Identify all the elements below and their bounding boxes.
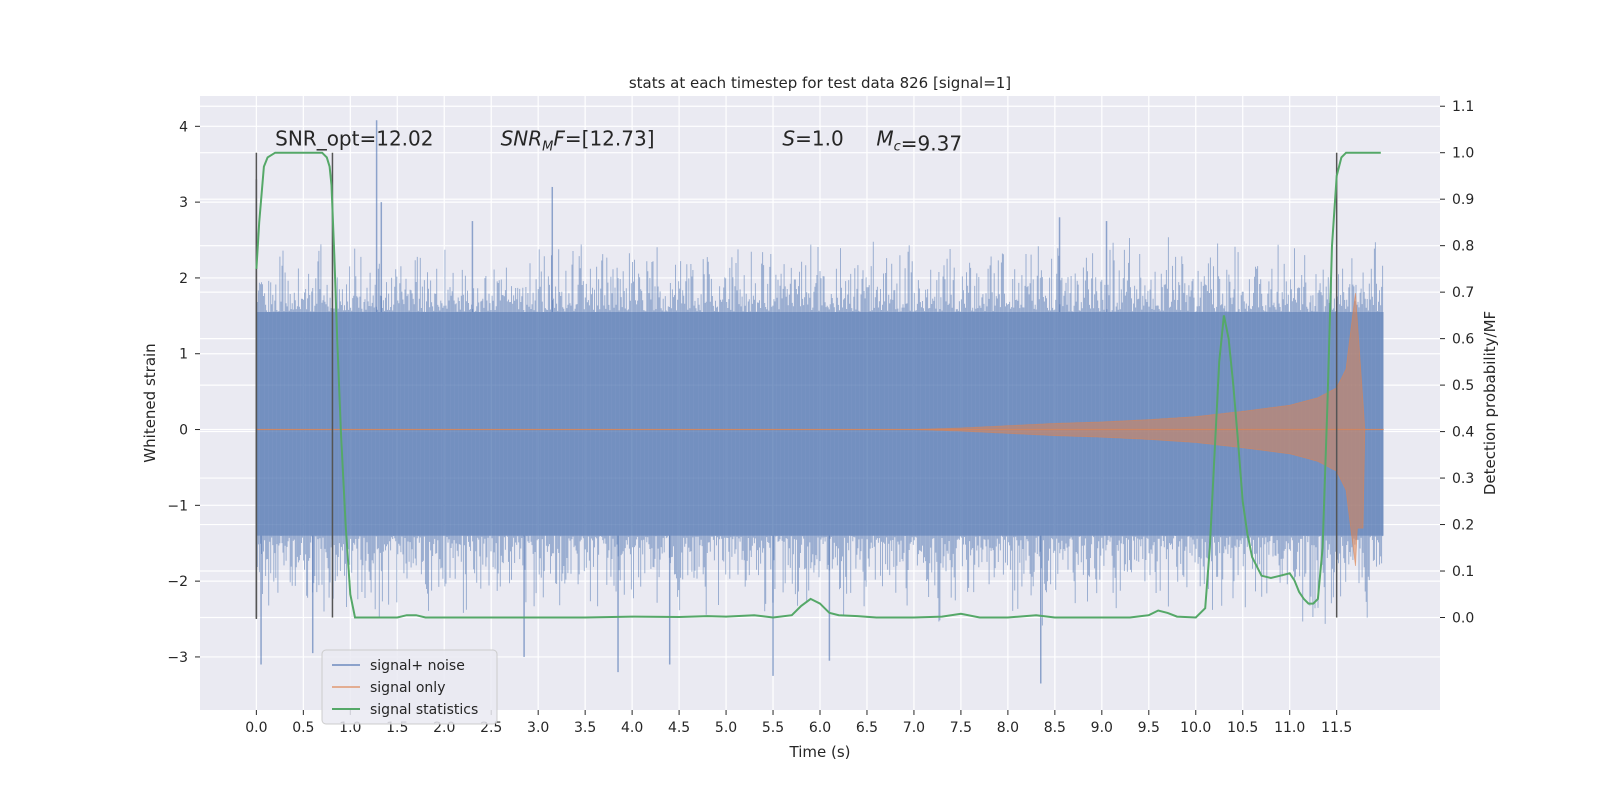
- y2-tick-label: 0.7: [1452, 285, 1474, 301]
- statistics-line: [255, 151, 1381, 619]
- y-tick-label: −3: [167, 650, 188, 666]
- x-tick-label: 5.5: [762, 720, 784, 736]
- y2-tick-label: 0.3: [1452, 471, 1474, 487]
- x-tick-label: 8.0: [997, 720, 1019, 736]
- y2-tick-label: 0.5: [1452, 378, 1474, 394]
- x-tick-label: 0.0: [245, 720, 267, 736]
- y2-tick-label: 0.0: [1452, 611, 1474, 627]
- x-tick-label: 0.5: [292, 720, 314, 736]
- annotation-3: Mc=9.37: [876, 127, 962, 156]
- x-tick-label: 9.0: [1091, 720, 1113, 736]
- x-tick-label: 7.0: [903, 720, 925, 736]
- y-tick-label: −2: [167, 574, 188, 590]
- x-axis-label: Time (s): [789, 743, 851, 761]
- y2-tick-label: 1.0: [1452, 146, 1474, 162]
- annotation-2: S=1.0: [782, 127, 843, 151]
- y-tick-label: 0: [179, 423, 188, 439]
- legend-label: signal+ noise: [370, 658, 465, 674]
- legend: signal+ noise signal only signal statistic…: [321, 649, 498, 725]
- legend-box: [321, 649, 498, 725]
- x-tick-label: 8.5: [1044, 720, 1066, 736]
- y2-tick-label: 0.2: [1452, 518, 1474, 534]
- y2-tick-label: 0.6: [1452, 332, 1474, 348]
- y2-tick-label: 0.4: [1452, 425, 1474, 441]
- legend-label: signal only: [370, 680, 445, 696]
- y2-axis-label: Detection probability/MF: [1481, 311, 1499, 495]
- x-tick-label: 9.5: [1138, 720, 1160, 736]
- x-tick-label: 10.5: [1227, 720, 1258, 736]
- x-tick-label: 3.5: [574, 720, 596, 736]
- x-tick-label: 11.5: [1321, 720, 1352, 736]
- x-tick-label: 7.5: [950, 720, 972, 736]
- x-tick-label: 3.0: [527, 720, 549, 736]
- annotations: SNR_opt=12.02 SNRMF=[12.73] S=1.0 Mc=9.37: [275, 127, 962, 156]
- y2-tick-label: 0.8: [1452, 239, 1474, 255]
- y2-tick-label: 0.9: [1452, 192, 1474, 208]
- legend-label: signal statistics: [370, 702, 478, 718]
- y-axis-label: Whitened strain: [141, 343, 159, 462]
- annotation-0: SNR_opt=12.02: [275, 127, 433, 151]
- y-tick-label: 3: [179, 195, 188, 211]
- y2-tick-label: 1.1: [1452, 99, 1474, 115]
- series-signal-statistics: [255, 151, 1381, 619]
- y-tick-label: −1: [167, 498, 188, 514]
- y-tick-label: 2: [179, 271, 188, 287]
- y-tick-label: 1: [179, 347, 188, 363]
- x-tick-label: 6.5: [856, 720, 878, 736]
- chart-title: stats at each timestep for test data 826…: [629, 74, 1011, 92]
- x-tick-label: 5.0: [715, 720, 737, 736]
- y-tick-label: 4: [179, 119, 188, 135]
- y2-tick-label: 0.1: [1452, 564, 1474, 580]
- x-tick-label: 10.0: [1180, 720, 1211, 736]
- x-tick-label: 6.0: [809, 720, 831, 736]
- x-tick-label: 11.0: [1274, 720, 1305, 736]
- x-tick-label: 4.0: [621, 720, 643, 736]
- series-signal-only: [256, 293, 1384, 567]
- annotation-1: SNRMF=[12.73]: [501, 127, 655, 155]
- x-tick-label: 4.5: [668, 720, 690, 736]
- vertical-markers: [255, 152, 1338, 620]
